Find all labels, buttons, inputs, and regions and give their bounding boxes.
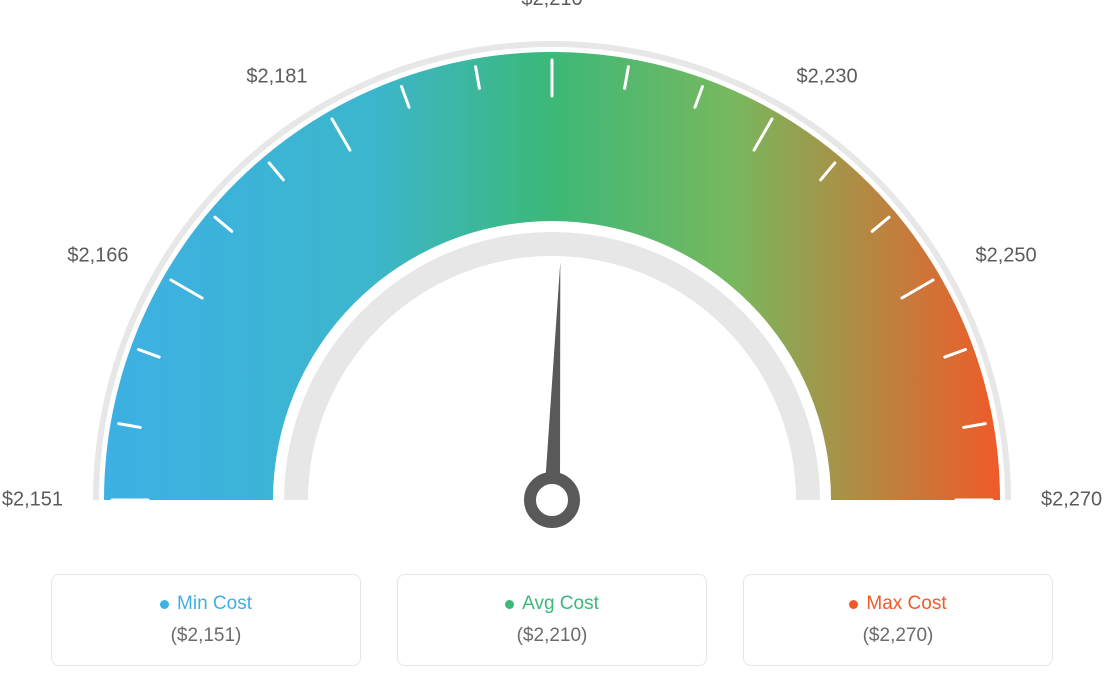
legend-min-value: ($2,151) [171, 625, 242, 647]
legend-avg-label: Avg Cost [522, 593, 599, 615]
legend-card-min: Min Cost ($2,151) [51, 574, 361, 666]
gauge-tick-label: $2,181 [246, 65, 307, 88]
gauge-chart-container: $2,151 $2,166 $2,181 $2,210 $2,230 $2,250 $2,2… [0, 0, 1104, 690]
gauge-svg [0, 0, 1104, 560]
gauge-tick-label: $2,166 [67, 244, 128, 267]
legend-avg-dot [505, 600, 514, 609]
gauge-tick-label: $2,210 [521, 0, 582, 11]
gauge-tick-label: $2,250 [975, 244, 1036, 267]
gauge-tick-label: $2,230 [797, 65, 858, 88]
legend-min-label: Min Cost [177, 593, 252, 615]
gauge-tick-label: $2,270 [1041, 489, 1102, 512]
legend-max-top: Max Cost [849, 593, 946, 615]
legend-min-top: Min Cost [160, 593, 252, 615]
legend-row: Min Cost ($2,151) Avg Cost ($2,210) Max … [0, 574, 1104, 666]
legend-avg-top: Avg Cost [505, 593, 599, 615]
legend-card-avg: Avg Cost ($2,210) [397, 574, 707, 666]
gauge-tick-label: $2,151 [2, 489, 63, 512]
legend-max-label: Max Cost [866, 593, 946, 615]
gauge-area: $2,151 $2,166 $2,181 $2,210 $2,230 $2,250 $2,2… [0, 0, 1104, 560]
legend-card-max: Max Cost ($2,270) [743, 574, 1053, 666]
legend-min-dot [160, 600, 169, 609]
legend-max-value: ($2,270) [863, 625, 934, 647]
legend-max-dot [849, 600, 858, 609]
legend-avg-value: ($2,210) [517, 625, 588, 647]
